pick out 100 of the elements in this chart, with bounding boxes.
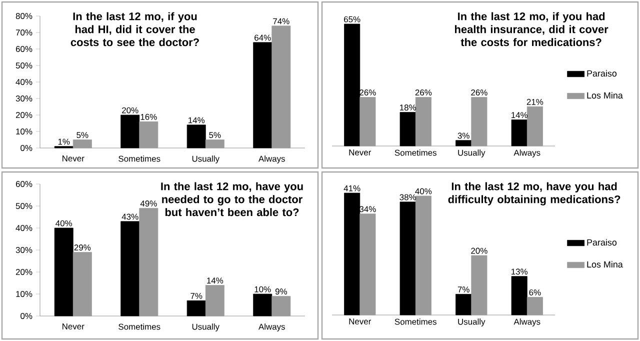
data-label: 65% (344, 16, 360, 22)
y-tick-label: 20% (16, 269, 32, 275)
bar (120, 221, 140, 316)
data-label: 38% (400, 194, 416, 200)
x-tick-label: Sometimes (118, 156, 160, 162)
x-tick-label: Always (258, 324, 285, 332)
bar (415, 196, 432, 316)
y-tick-label: 30% (16, 247, 32, 253)
bar (72, 252, 92, 316)
x-tick-label: Usually (192, 324, 220, 332)
data-label: 14% (207, 278, 224, 284)
bar (526, 296, 543, 316)
bar (526, 106, 543, 146)
data-label: 18% (400, 104, 416, 111)
bar (205, 140, 224, 148)
data-label: 20% (122, 107, 138, 114)
chart-title: In the last 12 mo, if you had health insurance, did it cover the costs for medications? (455, 12, 608, 46)
x-tick-label: Sometimes (118, 324, 160, 330)
data-label: 26% (471, 90, 488, 96)
data-label: 14% (511, 112, 528, 118)
bar (253, 294, 272, 316)
bar (400, 112, 416, 146)
bar (471, 97, 488, 146)
data-label: 6% (529, 289, 541, 296)
y-tick-label: 0% (20, 145, 32, 151)
chart-title: In the last 12 mo, have you had difficulty obtaining medications? (448, 182, 620, 206)
y-tick-label: 20% (16, 112, 32, 118)
data-label: 74% (273, 18, 290, 24)
y-tick-label: 30% (16, 96, 32, 102)
data-label: 64% (254, 34, 271, 41)
x-tick-label: Sometimes (394, 318, 436, 325)
bar (360, 97, 376, 146)
data-label: 9% (275, 288, 287, 294)
x-tick-label: Usually (192, 156, 220, 164)
data-label: 21% (526, 98, 544, 105)
bar (344, 24, 360, 146)
y-tick-label: 80% (16, 13, 32, 19)
x-tick-label: Usually (458, 318, 486, 326)
bar (415, 97, 432, 146)
y-tick-label: 50% (16, 203, 32, 209)
x-tick-label: Never (349, 318, 372, 324)
x-tick-label: Never (62, 324, 84, 330)
data-label: 41% (344, 185, 360, 192)
data-label: 26% (415, 90, 432, 96)
data-label: 43% (122, 214, 138, 220)
bar (120, 114, 140, 148)
x-tick-label: Sometimes (394, 150, 436, 156)
bar (344, 192, 360, 316)
y-tick-label: 60% (16, 46, 32, 52)
bar (471, 255, 488, 316)
bar (511, 276, 528, 316)
bar (360, 214, 376, 316)
x-tick-label: Never (62, 156, 84, 162)
data-label: 40% (56, 220, 72, 226)
data-label: 49% (140, 200, 157, 206)
data-label: 7% (190, 292, 202, 299)
legend-label: Paraiso (587, 70, 617, 77)
y-tick-label: 10% (16, 128, 32, 134)
bar (272, 296, 291, 316)
bar (456, 140, 472, 146)
bar (54, 228, 74, 316)
y-tick-label: 0% (20, 313, 32, 319)
data-label: 13% (511, 268, 528, 275)
bar (272, 26, 291, 148)
bar (400, 202, 416, 316)
x-tick-label: Usually (458, 150, 486, 158)
data-label: 14% (188, 117, 205, 124)
data-label: 5% (209, 132, 221, 138)
data-label: 1% (58, 138, 70, 145)
data-label: 40% (415, 188, 432, 194)
text: In the last 12 mo, if you had HI, did it cover the costs to see the doctor? (70, 12, 199, 46)
y-tick-label: 40% (16, 225, 32, 231)
y-tick-label: 60% (16, 181, 32, 187)
bar (139, 121, 158, 148)
y-tick-label: 70% (16, 30, 32, 36)
data-label: 7% (458, 286, 470, 292)
x-tick-label: Never (349, 150, 372, 156)
x-tick-label: Always (258, 156, 285, 164)
y-tick-label: 40% (16, 79, 32, 85)
bar (511, 120, 528, 146)
bar (72, 140, 92, 148)
legend-label: Los Mina (587, 260, 623, 268)
bar (186, 124, 206, 148)
text: In the last 12 mo, have you needed to go to the doctor but haven’t been able to? (161, 182, 303, 216)
x-tick-label: Always (514, 150, 540, 158)
bar (456, 294, 472, 316)
data-label: 29% (74, 244, 91, 250)
data-label: 3% (458, 132, 470, 139)
legend-label: Paraiso (587, 239, 617, 246)
legend-label: Los Mina (587, 92, 623, 99)
data-label: 5% (76, 132, 88, 138)
bar (139, 208, 158, 316)
bar (205, 285, 224, 316)
y-tick-label: 10% (16, 291, 32, 297)
data-label: 10% (254, 286, 271, 292)
bar (186, 300, 206, 316)
data-label: 20% (471, 248, 488, 254)
data-label: 16% (140, 114, 157, 120)
y-tick-label: 50% (16, 62, 32, 68)
bar (253, 42, 272, 148)
